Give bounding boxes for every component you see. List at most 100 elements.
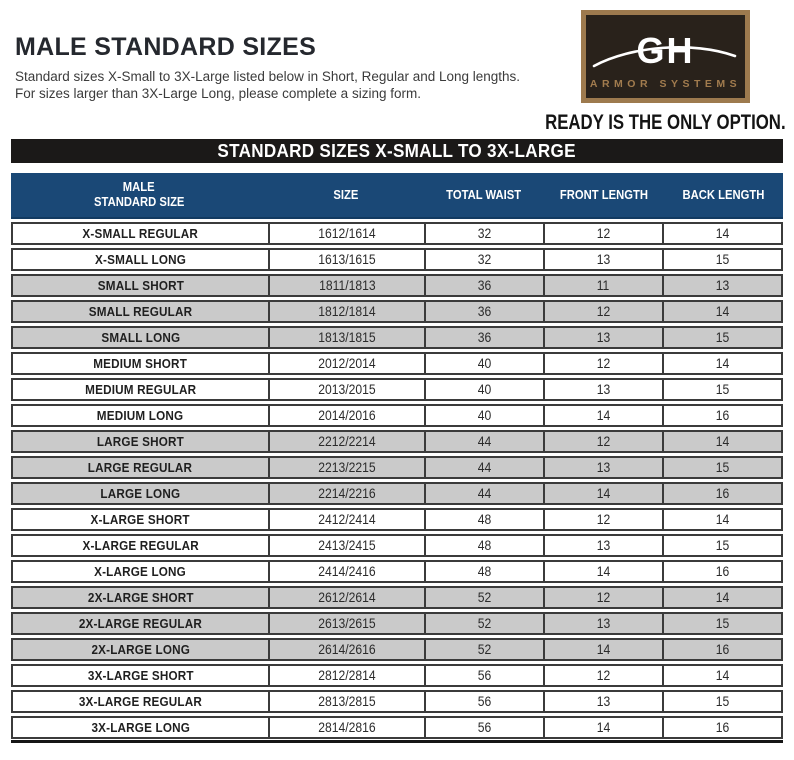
front-length-cell: 12 [542, 666, 662, 685]
table-row: 2X-LARGE REGULAR 2613/2615 52 13 15 [11, 612, 783, 635]
brand-tagline: READY IS THE ONLY OPTION. [544, 111, 786, 134]
size-name-cell: MEDIUM REGULAR [84, 382, 197, 397]
size-name-cell: MEDIUM SHORT [93, 356, 188, 371]
front-length-cell: 13 [542, 536, 662, 555]
subtitle-line-2: For sizes larger than 3X-Large Long, ple… [15, 85, 421, 101]
front-length-cell: 13 [542, 458, 662, 477]
table-title-banner: STANDARD SIZES X-SMALL TO 3X-LARGE [11, 139, 783, 163]
front-length-cell: 14 [542, 640, 662, 659]
size-name-cell: LARGE REGULAR [88, 460, 193, 475]
size-code-cell: 2413/2415 [267, 536, 424, 555]
table-row: X-LARGE LONG 2414/2416 48 14 16 [11, 560, 783, 583]
front-length-cell: 12 [542, 510, 662, 529]
total-waist-cell: 32 [423, 224, 543, 243]
front-length-cell: 14 [542, 484, 662, 503]
table-row: 2X-LARGE SHORT 2612/2614 52 12 14 [11, 586, 783, 609]
back-length-cell: 14 [661, 224, 781, 243]
size-code-cell: 2612/2614 [267, 588, 424, 607]
table-row: 3X-LARGE SHORT 2812/2814 56 12 14 [11, 664, 783, 687]
front-length-cell: 12 [542, 588, 662, 607]
table-body: X-SMALL REGULAR 1612/1614 32 12 14 X-SMA… [11, 222, 783, 739]
logo-swoosh-icon [592, 45, 736, 68]
table-row: LARGE SHORT 2212/2214 44 12 14 [11, 430, 783, 453]
back-length-cell: 16 [661, 562, 781, 581]
back-length-cell: 15 [661, 614, 781, 633]
size-code-cell: 1612/1614 [267, 224, 424, 243]
size-name-cell: X-LARGE REGULAR [82, 538, 199, 553]
total-waist-cell: 56 [423, 666, 543, 685]
total-waist-cell: 40 [423, 380, 543, 399]
front-length-cell: 12 [542, 224, 662, 243]
total-waist-cell: 48 [423, 562, 543, 581]
table-row: MEDIUM SHORT 2012/2014 40 12 14 [11, 352, 783, 375]
back-length-cell: 16 [661, 718, 781, 737]
size-name-cell: 2X-LARGE LONG [91, 642, 190, 657]
total-waist-cell: 40 [423, 354, 543, 373]
size-code-cell: 2613/2615 [267, 614, 424, 633]
size-name-cell: X-SMALL LONG [94, 252, 186, 267]
back-length-cell: 15 [661, 328, 781, 347]
size-code-cell: 1811/1813 [267, 276, 424, 295]
size-code-cell: 2014/2016 [267, 406, 424, 425]
table-row: X-LARGE SHORT 2412/2414 48 12 14 [11, 508, 783, 531]
total-waist-cell: 44 [423, 458, 543, 477]
size-code-cell: 2213/2215 [267, 458, 424, 477]
table-row: SMALL SHORT 1811/1813 36 11 13 [11, 274, 783, 297]
table-row: X-LARGE REGULAR 2413/2415 48 13 15 [11, 534, 783, 557]
back-length-cell: 15 [661, 380, 781, 399]
column-header-male-standard-size: MALE STANDARD SIZE [93, 180, 185, 209]
table-bottom-border [11, 740, 783, 743]
table-header-row: MALE STANDARD SIZE SIZE TOTAL WAIST FRON… [11, 173, 783, 219]
size-name-cell: SMALL REGULAR [88, 304, 193, 319]
back-length-cell: 14 [661, 588, 781, 607]
size-code-cell: 2813/2815 [267, 692, 424, 711]
size-name-cell: 3X-LARGE REGULAR [78, 694, 203, 709]
table-row: MEDIUM LONG 2014/2016 40 14 16 [11, 404, 783, 427]
size-code-cell: 2414/2416 [267, 562, 424, 581]
table-row: 3X-LARGE REGULAR 2813/2815 56 13 15 [11, 690, 783, 713]
back-length-cell: 16 [661, 640, 781, 659]
document-header: MALE STANDARD SIZES Standard sizes X-Sma… [11, 0, 785, 139]
size-name-cell: X-LARGE SHORT [90, 512, 191, 527]
page-title: MALE STANDARD SIZES [15, 33, 317, 61]
back-length-cell: 15 [661, 692, 781, 711]
back-length-cell: 13 [661, 276, 781, 295]
size-name-cell: X-LARGE LONG [94, 564, 187, 579]
size-name-cell: 3X-LARGE LONG [91, 720, 190, 735]
size-name-cell: LARGE SHORT [96, 434, 185, 449]
size-code-cell: 1813/1815 [267, 328, 424, 347]
table-row: SMALL LONG 1813/1815 36 13 15 [11, 326, 783, 349]
table-row: 3X-LARGE LONG 2814/2816 56 14 16 [11, 716, 783, 739]
total-waist-cell: 48 [423, 536, 543, 555]
subtitle-line-1: Standard sizes X-Small to 3X-Large liste… [15, 69, 521, 84]
size-name-cell: 3X-LARGE SHORT [87, 668, 194, 683]
front-length-cell: 14 [542, 406, 662, 425]
size-code-cell: 2812/2814 [267, 666, 424, 685]
total-waist-cell: 44 [423, 432, 543, 451]
total-waist-cell: 36 [423, 276, 543, 295]
front-length-cell: 13 [542, 250, 662, 269]
front-length-cell: 13 [542, 692, 662, 711]
table-row: LARGE LONG 2214/2216 44 14 16 [11, 482, 783, 505]
column-header-total-waist: TOTAL WAIST [446, 187, 522, 202]
size-code-cell: 2212/2214 [267, 432, 424, 451]
back-length-cell: 14 [661, 510, 781, 529]
front-length-cell: 13 [542, 328, 662, 347]
brand-block: GH ARMOR SYSTEMS READY IS THE ONLY OPTIO… [545, 10, 785, 139]
front-length-cell: 12 [542, 432, 662, 451]
front-length-cell: 14 [542, 718, 662, 737]
front-length-cell: 14 [542, 562, 662, 581]
front-length-cell: 13 [542, 614, 662, 633]
size-code-cell: 2214/2216 [267, 484, 424, 503]
front-length-cell: 12 [542, 302, 662, 321]
total-waist-cell: 48 [423, 510, 543, 529]
total-waist-cell: 36 [423, 328, 543, 347]
front-length-cell: 13 [542, 380, 662, 399]
total-waist-cell: 32 [423, 250, 543, 269]
size-name-cell: LARGE LONG [100, 486, 181, 501]
total-waist-cell: 52 [423, 588, 543, 607]
total-waist-cell: 56 [423, 692, 543, 711]
column-header-back-length: BACK LENGTH [682, 187, 765, 202]
table-row: X-SMALL LONG 1613/1615 32 13 15 [11, 248, 783, 271]
